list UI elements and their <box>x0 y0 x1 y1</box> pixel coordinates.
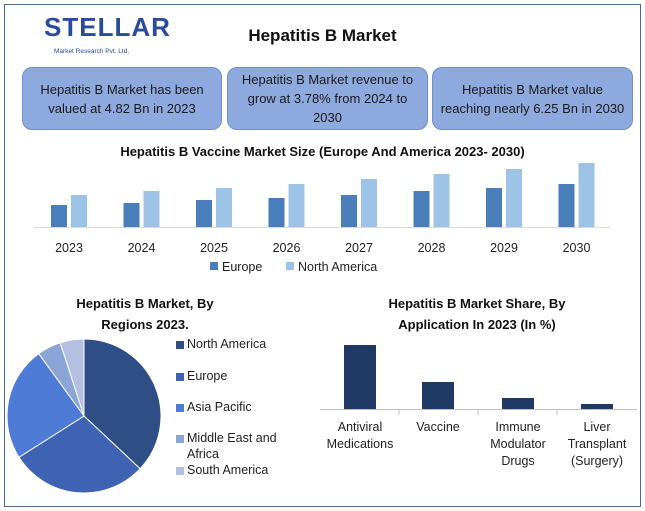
bar-europe-2028 <box>413 191 430 227</box>
category-label-line: (Surgery) <box>570 454 624 468</box>
legend-swatch-europe <box>210 262 218 270</box>
category-label-antiviral-medications: Antiviral Medications <box>315 419 405 453</box>
legend-swatch-north-america <box>286 262 294 270</box>
bar-north-america-2027 <box>361 179 377 227</box>
category-label-line: Liver <box>583 420 611 434</box>
bar-europe-2025 <box>196 200 212 227</box>
pie-slice-south-america <box>59 338 85 417</box>
page-title: Hepatitis B Market <box>248 26 397 45</box>
bar-europe-2026 <box>268 198 285 227</box>
x-tick-2023: 2023 <box>55 241 83 255</box>
x-tick-2028: 2028 <box>418 241 446 255</box>
legend-label-north-america: North America <box>298 260 377 274</box>
info-box-forecast: Hepatitis B Market value reaching nearly… <box>432 67 633 130</box>
legend-label-europe: Europe <box>222 260 262 274</box>
category-label-immune-modulator-drugs: Immune Modulator Drugs <box>473 419 563 470</box>
pie-slice-europe <box>18 415 141 494</box>
x-tick-2026: 2026 <box>273 241 301 255</box>
bar-immune-modulator-drugs <box>502 398 534 409</box>
application-chart-title: Hepatitis B Market Share, By Application… <box>388 296 566 332</box>
bar-europe-2030 <box>558 184 575 227</box>
bar-north-america-2024 <box>143 191 160 227</box>
pie-slice-asia-pacific <box>6 353 85 458</box>
category-label-line: Modulator <box>490 437 546 451</box>
category-label-line: Vaccine <box>416 420 460 434</box>
legend-swatch-asia-pacific <box>176 404 184 412</box>
x-tick-2030: 2030 <box>563 241 591 255</box>
bar-antiviral-medications <box>344 345 376 409</box>
legend-swatch-north-america <box>176 341 184 349</box>
category-label-line: Medications <box>326 437 394 451</box>
pie-slice-north-america <box>83 338 162 470</box>
x-tick-2025: 2025 <box>200 241 228 255</box>
logo-subtext: Market Research Pvt. Ltd. <box>54 48 130 55</box>
info-box-valuation: Hepatitis B Market has been valued at 4.… <box>22 67 222 130</box>
x-tick-2029: 2029 <box>490 241 518 255</box>
category-label-line: Antiviral <box>337 420 383 434</box>
bar-europe-2027 <box>341 195 357 227</box>
bar-north-america-2030 <box>578 163 595 227</box>
bar-north-america-2029 <box>506 169 522 227</box>
category-label-vaccine: Vaccine <box>393 419 483 436</box>
bar-europe-2029 <box>486 188 502 227</box>
logo-text: STELLAR <box>44 12 171 42</box>
category-label-line: Transplant <box>567 437 627 451</box>
category-label-line: Immune <box>495 420 541 434</box>
vaccine-market-bar-chart: 2023 2024 2025 2026 2027 2028 2029 2030 Europe No… <box>34 163 610 274</box>
regions-pie-chart <box>6 338 162 494</box>
category-label-liver-transplant-surgery: Liver Transplant (Surgery) <box>552 419 642 470</box>
bar-vaccine <box>422 382 454 409</box>
legend-label-europe: Europe <box>187 369 228 383</box>
application-bar-chart <box>320 345 637 415</box>
bar-north-america-2028 <box>433 174 450 227</box>
legend-swatch-europe <box>176 373 184 381</box>
stellar-logo: STELLAR Market Research Pvt. Ltd. <box>44 12 170 64</box>
info-box-growth: Hepatitis B Market revenue to grow at 3.… <box>227 67 428 130</box>
bar-europe-2023 <box>51 205 67 227</box>
category-label-line: Drugs <box>501 454 535 468</box>
bar-north-america-2026 <box>288 184 305 227</box>
legend-label-south-america: South America <box>187 463 269 477</box>
x-tick-2027: 2027 <box>345 241 373 255</box>
legend-swatch-middle-east-and-africa <box>176 435 184 443</box>
bar-liver-transplant-surgery <box>581 404 613 409</box>
legend-label-north-america: North America <box>187 337 267 351</box>
legend-swatch-south-america <box>176 467 184 475</box>
bar-north-america-2025 <box>216 188 232 227</box>
legend-label-asia-pacific: Asia Pacific <box>187 400 252 414</box>
bar-europe-2024 <box>123 203 140 227</box>
regions-chart-title: Hepatitis B Market, By Regions 2023. <box>76 296 214 332</box>
vaccine-chart-title: Hepatitis B Vaccine Market Size (Europe … <box>120 144 525 159</box>
x-tick-2024: 2024 <box>128 241 156 255</box>
legend-label-middle-east-and-africa: Middle East and Africa <box>187 431 277 461</box>
bar-north-america-2023 <box>71 195 87 227</box>
